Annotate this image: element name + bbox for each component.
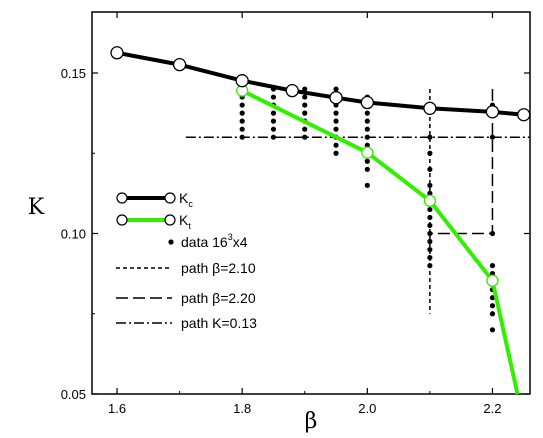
data-dot [489, 295, 496, 301]
series-kt-line [241, 88, 520, 395]
data-dot [427, 262, 433, 269]
data-dot [364, 182, 370, 188]
series-kc-point [517, 108, 531, 122]
legend-kt-sub: t [188, 221, 191, 231]
data-dot [427, 190, 433, 196]
series-kc-point [285, 83, 299, 98]
x-tick-label: 2.2 [483, 401, 501, 416]
legend-path210-label: path β=2.10 [181, 260, 256, 276]
path-lines [185, 89, 530, 314]
svg-text:data 163x4: data 163x4 [181, 232, 248, 250]
data-dot [427, 254, 433, 261]
data-dot [427, 166, 433, 172]
data-dot [489, 134, 496, 140]
data-dot [489, 262, 496, 269]
data-dot [427, 134, 433, 140]
data-dot [364, 118, 370, 124]
data-dot [270, 126, 277, 132]
legend-data-post: x4 [233, 234, 248, 250]
legend-path013-label: path K=0.13 [181, 315, 257, 331]
data-dot [333, 118, 339, 124]
data-dot [364, 142, 370, 148]
data-dot [239, 126, 245, 132]
data-dot [427, 150, 433, 156]
y-tick-label: 0.15 [61, 66, 86, 81]
x-tick-label: 1.6 [108, 401, 126, 416]
data-dot [270, 94, 277, 100]
data-dot [302, 102, 308, 108]
data-dot [427, 246, 433, 253]
data-dot [364, 166, 370, 172]
data-dot [239, 102, 245, 108]
legend-data-sup: 3 [228, 232, 233, 242]
data-dot [364, 126, 370, 132]
data-dot [239, 134, 245, 140]
data-dot [427, 230, 433, 237]
data-dot [427, 182, 433, 188]
data-dot [302, 126, 308, 132]
legend-kt-main: K [179, 212, 189, 228]
series-kc-point [485, 105, 500, 119]
data-dot [302, 110, 308, 116]
legend-item-kt: Kt [116, 212, 191, 231]
data-dot [302, 86, 308, 92]
data-dot [239, 118, 245, 124]
legend-kc-sub: c [188, 199, 193, 209]
legend-data-pre: data 16 [181, 234, 228, 250]
series-kt-point [423, 194, 437, 207]
legend-item-data: data 163x4 [168, 232, 248, 250]
legend-item-path220: path β=2.20 [116, 290, 256, 306]
series-kc-point [235, 74, 249, 88]
data-dot [364, 134, 370, 140]
data-dots [239, 86, 496, 333]
data-dot [364, 158, 370, 164]
series-kc-point [172, 57, 187, 72]
data-dot [333, 142, 339, 148]
x-axis-label: β [305, 409, 318, 434]
series-kt-point [486, 274, 499, 287]
data-dot [270, 118, 277, 124]
y-tick-label: 0.10 [61, 226, 86, 241]
data-dot [270, 110, 277, 116]
legend-path220-label: path β=2.20 [181, 290, 256, 306]
svg-text:Kc: Kc [179, 190, 193, 209]
legend-item-path013: path K=0.13 [116, 315, 257, 331]
series-kc-point [329, 91, 343, 105]
data-dot [333, 110, 339, 116]
data-dot [239, 110, 245, 116]
legend-item-path210: path β=2.10 [116, 260, 256, 276]
series-kc-point [110, 46, 124, 60]
svg-text:Kt: Kt [179, 212, 191, 231]
series-kc-point [423, 101, 437, 115]
y-axis-label: K [28, 195, 45, 220]
data-dot [364, 110, 370, 116]
data-dot [302, 134, 308, 140]
plot-frame [91, 11, 531, 395]
series-kt-point [361, 146, 374, 159]
data-dot [333, 86, 339, 92]
data-dot [427, 214, 433, 221]
data-dot [489, 303, 496, 309]
legend: Kc Kt data 163x4 path β=2.10 path β=2.20… [116, 190, 257, 331]
data-dot [427, 238, 433, 245]
data-dot [333, 150, 339, 156]
data-dot [427, 222, 433, 229]
x-tick-label: 2.0 [358, 401, 376, 416]
data-dot [489, 230, 496, 237]
series-kc-point [360, 95, 374, 110]
y-tick-label: 0.05 [61, 387, 86, 402]
data-dot [427, 206, 433, 213]
x-tick-label: 1.8 [233, 401, 251, 416]
legend-kc-main: K [179, 190, 189, 206]
axis-ticks: 1.6 1.8 2.0 2.2 0.05 0.10 0.15 [61, 12, 530, 416]
series-lines [110, 46, 531, 395]
data-dot [302, 94, 308, 100]
data-dot [333, 126, 339, 132]
data-dot [489, 327, 496, 333]
data-dot [270, 134, 277, 140]
legend-item-kc: Kc [116, 190, 193, 209]
data-dot [489, 311, 496, 317]
